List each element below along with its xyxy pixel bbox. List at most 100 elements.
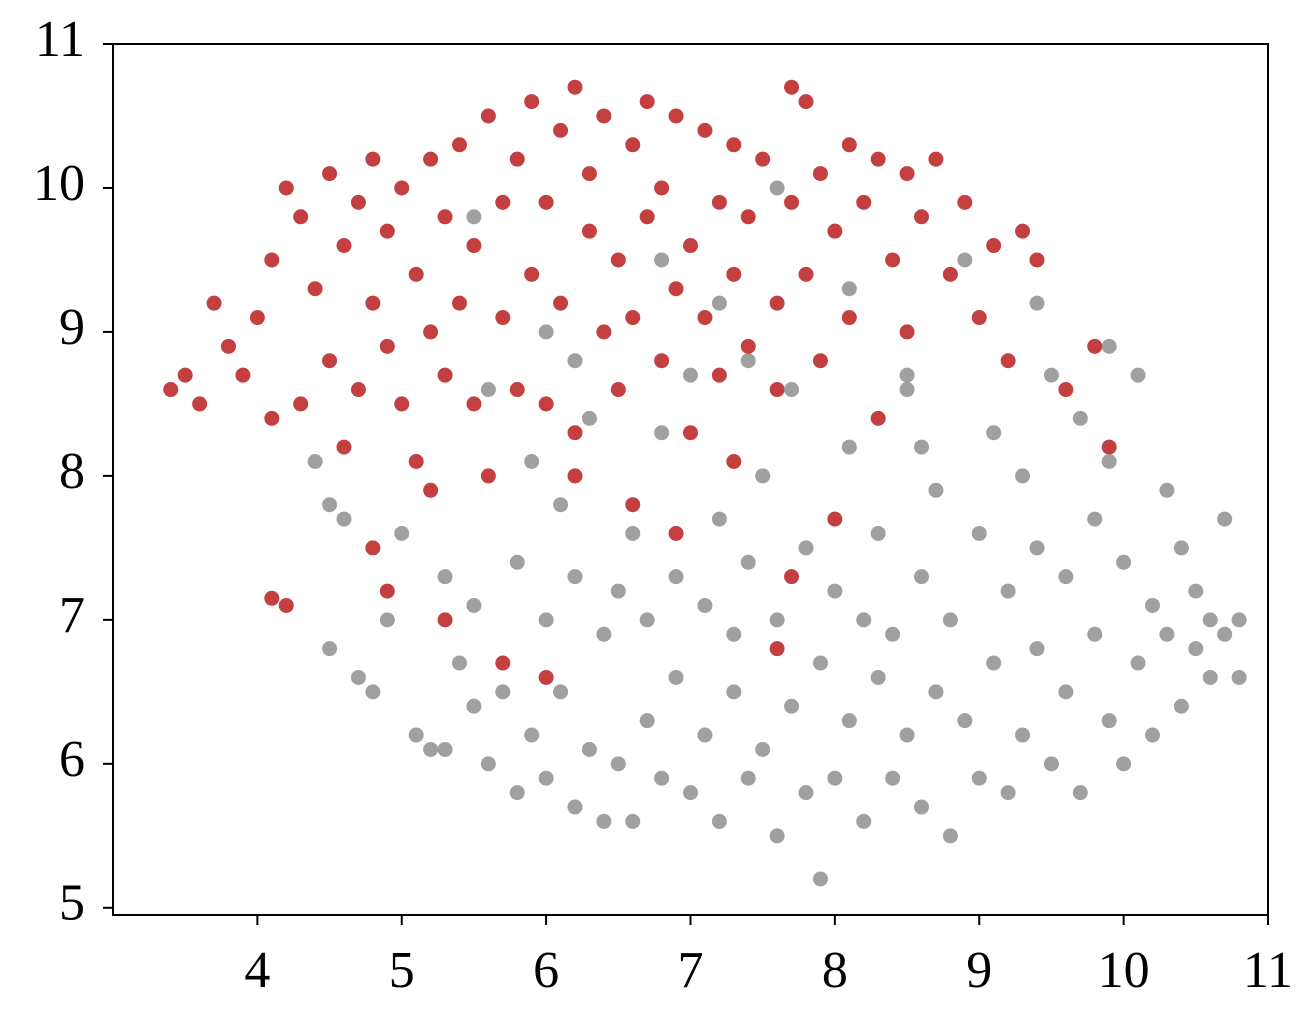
point bbox=[784, 569, 800, 585]
point bbox=[986, 238, 1002, 254]
point bbox=[971, 310, 987, 326]
point bbox=[784, 382, 800, 398]
point bbox=[206, 295, 222, 311]
point bbox=[697, 597, 713, 613]
point bbox=[365, 151, 381, 167]
point bbox=[740, 209, 756, 225]
point bbox=[307, 281, 323, 297]
point bbox=[885, 770, 901, 786]
point bbox=[841, 137, 857, 153]
point bbox=[625, 310, 641, 326]
point bbox=[899, 166, 915, 182]
point bbox=[899, 367, 915, 383]
point bbox=[798, 94, 814, 110]
point bbox=[812, 655, 828, 671]
point bbox=[278, 180, 294, 196]
point bbox=[466, 597, 482, 613]
point bbox=[1029, 252, 1045, 268]
point bbox=[394, 525, 410, 541]
point bbox=[769, 612, 785, 628]
point bbox=[1058, 684, 1074, 700]
point bbox=[1130, 367, 1146, 383]
point bbox=[928, 482, 944, 498]
point bbox=[711, 813, 727, 829]
point bbox=[899, 324, 915, 340]
point bbox=[437, 209, 453, 225]
point bbox=[567, 353, 583, 369]
point bbox=[668, 108, 684, 124]
point bbox=[596, 108, 612, 124]
y-tick-label: 5 bbox=[59, 875, 85, 932]
point bbox=[899, 382, 915, 398]
point bbox=[914, 439, 929, 455]
point bbox=[798, 266, 814, 282]
point bbox=[452, 137, 467, 153]
point bbox=[322, 353, 338, 369]
x-tick-label: 10 bbox=[1098, 942, 1150, 999]
point bbox=[538, 669, 554, 685]
point bbox=[567, 569, 583, 585]
point bbox=[1130, 655, 1146, 671]
point bbox=[466, 396, 482, 412]
point bbox=[610, 583, 626, 599]
point bbox=[1202, 612, 1218, 628]
point bbox=[336, 238, 352, 254]
point bbox=[812, 166, 828, 182]
plot-frame bbox=[112, 43, 1269, 916]
point bbox=[336, 511, 352, 527]
x-tick-label: 11 bbox=[1243, 942, 1293, 999]
point bbox=[538, 396, 554, 412]
point bbox=[639, 94, 655, 110]
point bbox=[495, 655, 511, 671]
point bbox=[1058, 569, 1074, 585]
x-tick-label: 9 bbox=[966, 942, 992, 999]
point bbox=[1058, 382, 1074, 398]
point bbox=[654, 353, 670, 369]
point bbox=[495, 310, 511, 326]
point bbox=[711, 194, 727, 210]
point bbox=[264, 410, 280, 426]
point bbox=[350, 669, 366, 685]
point bbox=[379, 338, 395, 354]
point bbox=[654, 425, 670, 441]
point bbox=[870, 669, 886, 685]
point bbox=[740, 353, 756, 369]
point bbox=[899, 727, 915, 743]
point bbox=[1116, 554, 1132, 570]
point bbox=[509, 151, 525, 167]
point bbox=[841, 713, 857, 729]
point bbox=[538, 324, 554, 340]
point bbox=[509, 785, 525, 801]
point bbox=[567, 468, 583, 484]
point bbox=[408, 454, 424, 470]
point bbox=[553, 295, 569, 311]
point bbox=[957, 713, 973, 729]
point bbox=[841, 310, 857, 326]
point bbox=[480, 468, 496, 484]
point bbox=[1173, 698, 1189, 714]
point bbox=[596, 324, 612, 340]
point bbox=[870, 525, 886, 541]
point bbox=[885, 252, 901, 268]
point bbox=[654, 180, 670, 196]
point bbox=[856, 813, 872, 829]
point bbox=[437, 741, 453, 757]
point bbox=[278, 597, 294, 613]
point bbox=[1217, 626, 1233, 642]
point bbox=[625, 497, 641, 513]
point bbox=[423, 482, 439, 498]
point bbox=[553, 122, 569, 138]
point bbox=[480, 108, 496, 124]
x-tick-label: 5 bbox=[389, 942, 415, 999]
x-tick-label: 6 bbox=[533, 942, 559, 999]
point bbox=[1015, 727, 1031, 743]
point bbox=[379, 583, 395, 599]
point bbox=[553, 497, 569, 513]
point bbox=[769, 641, 785, 657]
point bbox=[740, 554, 756, 570]
point bbox=[639, 209, 655, 225]
point bbox=[928, 151, 944, 167]
point bbox=[1029, 641, 1045, 657]
point bbox=[784, 698, 800, 714]
point bbox=[524, 266, 540, 282]
